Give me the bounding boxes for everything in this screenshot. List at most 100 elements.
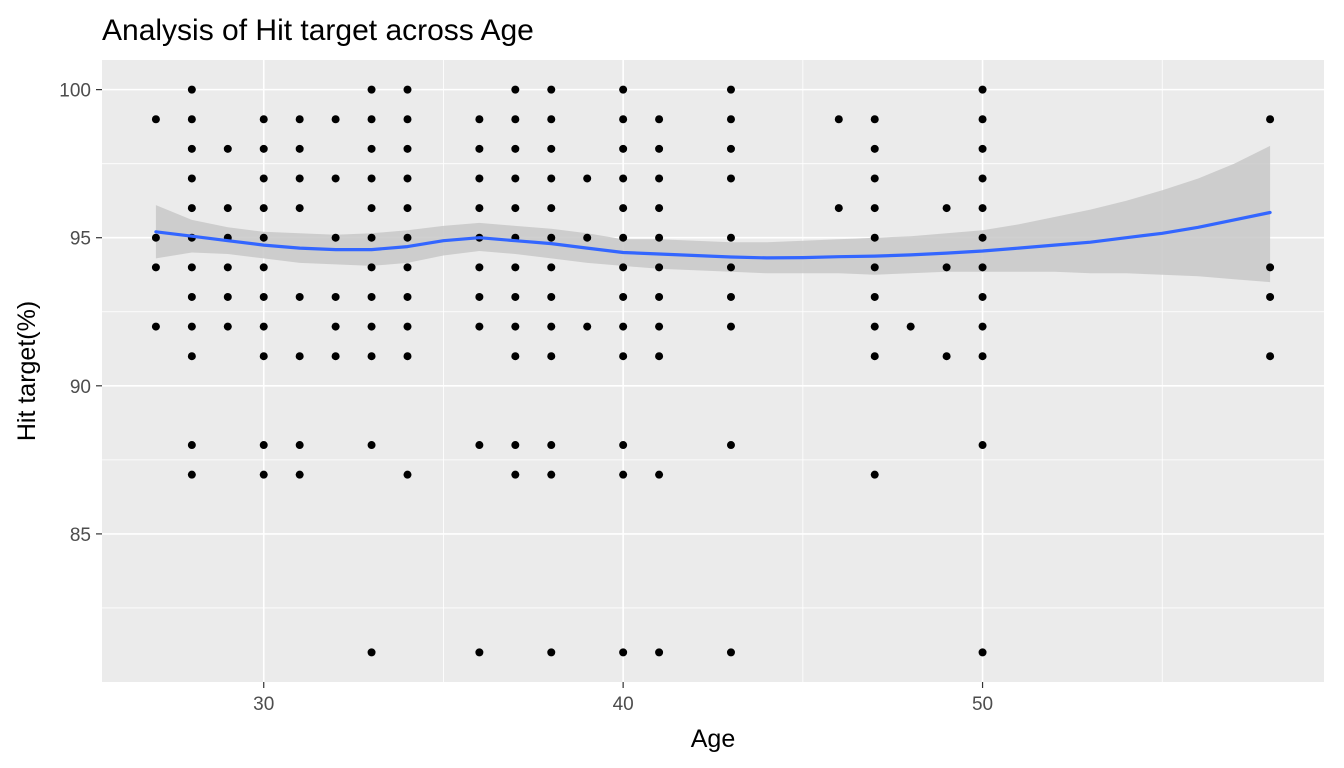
data-point (726, 115, 735, 124)
data-point (223, 292, 232, 301)
data-point (583, 322, 592, 331)
data-point (151, 263, 160, 272)
data-point (475, 115, 484, 124)
data-point (655, 352, 664, 361)
data-point (367, 115, 376, 124)
data-point (295, 174, 304, 183)
x-axis-title: Age (691, 725, 735, 753)
data-point (187, 115, 196, 124)
data-point (367, 85, 376, 94)
data-point (223, 204, 232, 213)
data-point (1266, 263, 1275, 272)
data-point (259, 115, 268, 124)
data-point (870, 174, 879, 183)
data-point (978, 263, 987, 272)
data-point (511, 441, 520, 450)
data-point (367, 648, 376, 657)
data-point (547, 115, 556, 124)
y-tick-label: 85 (70, 525, 91, 546)
y-tick-label: 100 (59, 81, 91, 102)
data-point (978, 292, 987, 301)
data-point (367, 322, 376, 331)
data-point (978, 322, 987, 331)
data-point (906, 322, 915, 331)
data-point (403, 470, 412, 479)
data-point (475, 204, 484, 213)
data-point (870, 115, 879, 124)
data-point (475, 292, 484, 301)
data-point (187, 204, 196, 213)
data-point (726, 144, 735, 153)
data-point (367, 233, 376, 242)
data-point (367, 292, 376, 301)
data-point (655, 204, 664, 213)
data-point (978, 115, 987, 124)
x-tick-label: 40 (613, 694, 634, 715)
data-point (619, 263, 628, 272)
data-point (726, 233, 735, 242)
data-point (367, 204, 376, 213)
data-point (187, 263, 196, 272)
data-point (547, 292, 556, 301)
data-point (655, 648, 664, 657)
data-point (619, 85, 628, 94)
data-point (583, 174, 592, 183)
data-point (726, 648, 735, 657)
data-point (978, 85, 987, 94)
data-point (547, 233, 556, 242)
chart-title: Analysis of Hit target across Age (102, 14, 534, 47)
data-point (547, 204, 556, 213)
y-axis-title: Hit target(%) (13, 301, 41, 441)
data-point (726, 85, 735, 94)
data-point (870, 263, 879, 272)
data-point (187, 85, 196, 94)
data-point (403, 174, 412, 183)
data-point (511, 144, 520, 153)
data-point (619, 204, 628, 213)
data-point (151, 115, 160, 124)
data-point (978, 204, 987, 213)
minor-gridlines (102, 60, 1324, 682)
data-point (834, 204, 843, 213)
data-point (511, 85, 520, 94)
data-point (978, 233, 987, 242)
data-point (259, 292, 268, 301)
data-point (295, 144, 304, 153)
data-point (223, 263, 232, 272)
data-point (295, 352, 304, 361)
smooth-line-layer (154, 210, 1272, 260)
data-point (511, 204, 520, 213)
data-point (475, 322, 484, 331)
data-point (942, 263, 951, 272)
data-point (834, 115, 843, 124)
data-point (367, 352, 376, 361)
data-point (547, 144, 556, 153)
data-point (547, 648, 556, 657)
data-point (475, 174, 484, 183)
data-point (403, 263, 412, 272)
data-point (726, 174, 735, 183)
plot-panel (102, 60, 1324, 682)
data-point (511, 263, 520, 272)
data-point (619, 441, 628, 450)
data-point (655, 233, 664, 242)
data-point (655, 292, 664, 301)
data-point (187, 352, 196, 361)
confidence-band (155, 145, 1271, 283)
data-point (259, 352, 268, 361)
data-point (655, 174, 664, 183)
data-point (259, 204, 268, 213)
data-point (187, 292, 196, 301)
data-point (619, 470, 628, 479)
data-point (403, 233, 412, 242)
data-point (870, 233, 879, 242)
data-point (547, 85, 556, 94)
data-point (870, 352, 879, 361)
data-point (295, 470, 304, 479)
data-point (511, 470, 520, 479)
data-point (942, 352, 951, 361)
x-tick-label: 30 (253, 694, 274, 715)
data-point (726, 322, 735, 331)
x-tick-label: 50 (972, 694, 993, 715)
